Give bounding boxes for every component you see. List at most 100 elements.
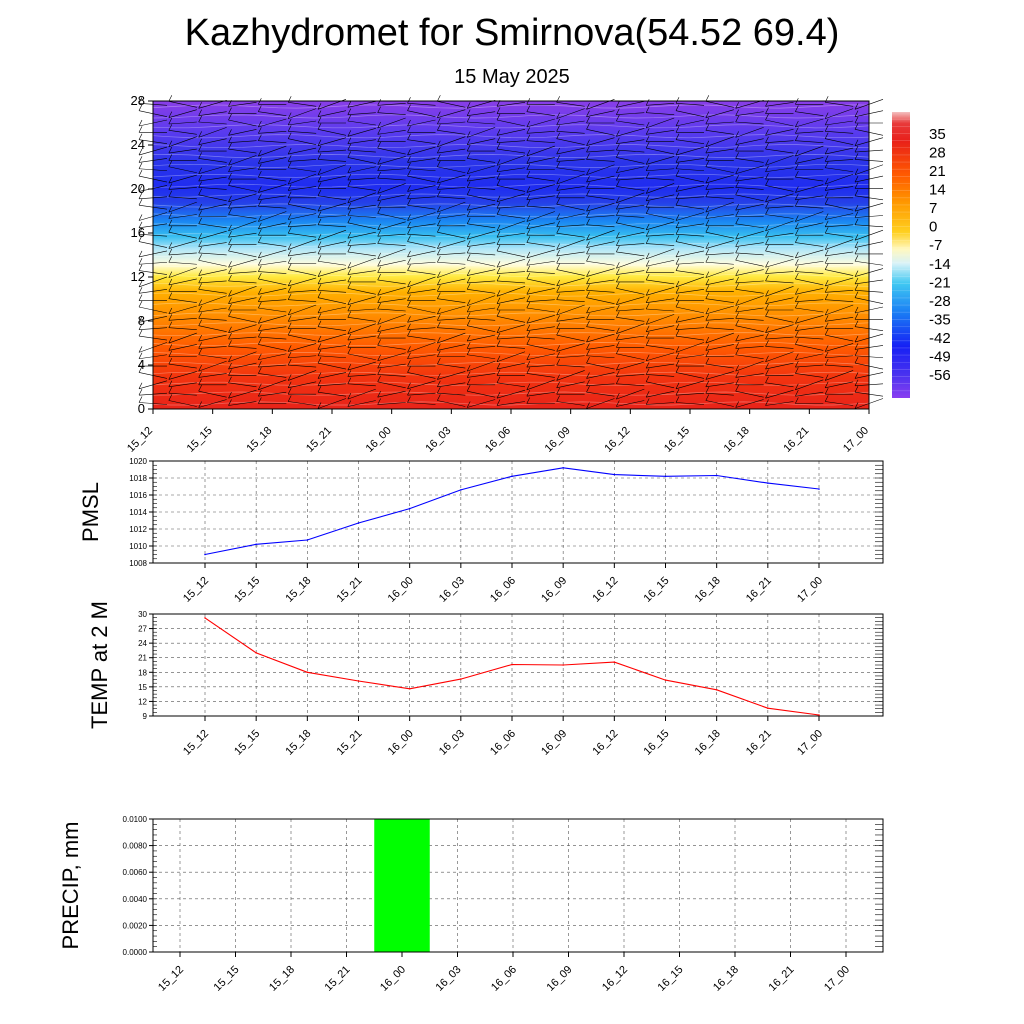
y-tick-label: 16 xyxy=(131,225,145,240)
wind-barb xyxy=(317,345,347,350)
wind-barb-flag xyxy=(795,317,799,324)
wind-barb xyxy=(526,379,555,391)
wind-barb-flag xyxy=(795,324,799,331)
wind-barb-flag xyxy=(824,184,829,191)
wind-barb xyxy=(467,194,496,202)
wind-barb xyxy=(228,129,257,136)
wind-barb-flag xyxy=(795,134,799,141)
x-tick-label: 15_15 xyxy=(232,728,262,758)
wind-barb xyxy=(496,232,526,238)
x-tick-label: 16_15 xyxy=(642,728,672,758)
wind-barb-flag xyxy=(795,200,799,207)
wind-barb xyxy=(825,159,854,162)
wind-barb-flag xyxy=(466,174,471,182)
wind-barb xyxy=(586,195,615,201)
wind-barb-flag xyxy=(586,139,590,146)
wind-barb xyxy=(795,195,824,201)
wind-barb xyxy=(407,392,436,396)
wind-barb xyxy=(377,390,406,398)
wind-barb-flag xyxy=(168,242,173,249)
wind-barb-flag xyxy=(437,140,441,147)
wind-barb xyxy=(168,166,197,174)
y-axis-label: PMSL xyxy=(78,482,103,542)
wind-barb-flag xyxy=(526,324,531,331)
data-point xyxy=(715,688,718,691)
wind-barb-flag xyxy=(228,399,232,406)
wind-barb xyxy=(735,346,764,349)
wind-barb xyxy=(675,380,705,390)
wind-barb xyxy=(526,326,555,331)
wind-barb-flag xyxy=(645,158,650,165)
wind-barb-flag xyxy=(407,221,411,228)
wind-barb xyxy=(646,259,675,267)
wind-barb-flag xyxy=(466,115,471,123)
wind-barb xyxy=(317,159,347,162)
contour-line xyxy=(152,213,870,218)
wind-barb-flag xyxy=(645,296,650,303)
wind-barb xyxy=(646,363,675,369)
wind-barb-flag xyxy=(168,344,173,351)
wind-barb xyxy=(467,127,496,138)
wind-barb xyxy=(795,299,824,302)
colorbar-label: -42 xyxy=(929,330,951,347)
wind-barb xyxy=(317,164,347,176)
wind-barb-flag xyxy=(496,326,501,333)
y-tick-label: 1018 xyxy=(129,474,147,483)
wind-barb xyxy=(467,165,496,175)
contour-line xyxy=(152,401,870,406)
wind-barb xyxy=(258,278,287,286)
wind-barb-flag xyxy=(287,263,292,270)
wind-barb-flag xyxy=(466,283,471,290)
wind-barb-flag xyxy=(854,277,859,285)
x-tick-label: 16_06 xyxy=(489,964,519,994)
wind-barb-flag xyxy=(496,113,501,121)
wind-barb xyxy=(288,102,317,107)
wind-barb-flag xyxy=(437,278,441,286)
wind-barb-flag xyxy=(645,106,650,113)
wind-barb xyxy=(556,277,585,287)
wind-barb-flag xyxy=(556,220,560,227)
wind-barb-flag xyxy=(347,130,352,137)
wind-barb xyxy=(705,196,734,200)
wind-barb-flag xyxy=(347,180,352,187)
x-tick-label: 15_12 xyxy=(181,728,211,758)
wind-barb-flag xyxy=(407,300,411,308)
wind-barb xyxy=(437,101,466,108)
wind-barb-flag xyxy=(556,213,560,220)
wind-barb-flag xyxy=(168,357,173,365)
wind-barb xyxy=(586,129,615,136)
wind-barb-flag xyxy=(645,207,650,214)
wind-barb-flag xyxy=(675,235,680,242)
wind-barb xyxy=(526,157,555,164)
wind-barb-flag xyxy=(407,389,411,396)
wind-barb-flag xyxy=(407,199,411,206)
wind-barb xyxy=(347,177,376,181)
wind-barb xyxy=(795,364,824,368)
wind-barb xyxy=(437,166,466,174)
data-point xyxy=(613,661,616,663)
wind-barb-flag xyxy=(168,336,173,344)
wind-barb xyxy=(467,121,496,125)
y-tick-label: 21 xyxy=(138,654,147,663)
wind-barb-flag xyxy=(437,307,441,315)
wind-barb xyxy=(646,352,675,362)
wind-barb xyxy=(646,345,675,350)
wind-barb-flag xyxy=(854,168,859,175)
wind-barb xyxy=(317,110,347,117)
wind-barb-flag xyxy=(616,166,620,173)
wind-barb-flag xyxy=(317,234,322,241)
wind-barb xyxy=(437,174,466,184)
wind-barb-flag xyxy=(556,381,560,388)
wind-barb xyxy=(377,156,406,165)
wind-barb xyxy=(825,138,854,145)
wind-barb-flag xyxy=(616,363,620,371)
wind-barb xyxy=(288,317,317,322)
wind-barb xyxy=(288,173,317,185)
wind-barb xyxy=(735,176,764,182)
data-point xyxy=(767,707,769,710)
wind-barb-flag xyxy=(287,315,292,322)
wind-barb-flag xyxy=(377,164,381,171)
wind-barb-flag xyxy=(645,339,650,346)
